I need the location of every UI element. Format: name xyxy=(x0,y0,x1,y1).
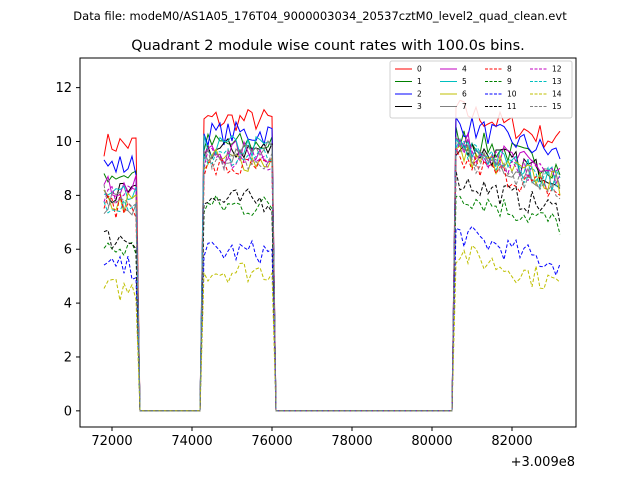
chart-title: Quadrant 2 module wise count rates with … xyxy=(131,38,525,54)
series-line-9 xyxy=(103,194,561,412)
data-file-label: Data file: modeM0/AS1A05_176T04_90000030… xyxy=(73,9,567,23)
y-tick-label: 6 xyxy=(64,243,72,258)
legend-label-12: 12 xyxy=(552,65,562,74)
series-line-15 xyxy=(103,147,561,412)
x-tick-label: 74000 xyxy=(171,434,212,449)
x-tick-label: 80000 xyxy=(411,434,452,449)
legend-label-13: 13 xyxy=(552,77,562,86)
series-line-3 xyxy=(103,137,561,412)
series-line-12 xyxy=(103,136,561,412)
legend-label-3: 3 xyxy=(417,102,422,111)
legend-label-7: 7 xyxy=(462,102,467,111)
legend-label-14: 14 xyxy=(552,90,562,99)
y-tick-label: 8 xyxy=(64,189,72,204)
series-layer xyxy=(103,99,561,412)
x-tick-label: 82000 xyxy=(491,434,532,449)
legend-label-8: 8 xyxy=(507,65,512,74)
legend-label-6: 6 xyxy=(462,90,467,99)
legend-label-0: 0 xyxy=(417,65,422,74)
legend-box xyxy=(389,60,573,119)
series-line-1 xyxy=(103,126,561,412)
legend-label-15: 15 xyxy=(552,102,562,111)
legend-label-1: 1 xyxy=(417,77,422,86)
y-tick-label: 10 xyxy=(55,135,72,150)
y-tick-label: 0 xyxy=(64,404,72,419)
series-line-5 xyxy=(103,135,561,412)
series-line-14 xyxy=(103,244,561,412)
y-tick-label: 4 xyxy=(64,297,72,312)
y-tick-label: 12 xyxy=(55,81,72,96)
x-tick-label: 78000 xyxy=(331,434,372,449)
series-line-7 xyxy=(103,136,561,412)
series-line-11 xyxy=(103,170,561,412)
x-tick-label: 76000 xyxy=(251,434,292,449)
legend-label-10: 10 xyxy=(507,90,517,99)
legend-label-5: 5 xyxy=(462,77,467,86)
x-tick-label: 72000 xyxy=(91,434,132,449)
plot-frame xyxy=(79,57,577,428)
series-line-0 xyxy=(103,99,561,412)
legend-label-4: 4 xyxy=(462,65,467,74)
y-tick-label: 2 xyxy=(64,350,72,365)
x-axis-offset-label: +3.009e8 xyxy=(511,455,575,470)
legend-label-11: 11 xyxy=(507,102,517,111)
legend-label-9: 9 xyxy=(507,77,512,86)
series-line-4 xyxy=(103,131,561,412)
series-line-10 xyxy=(103,225,561,412)
series-line-13 xyxy=(103,136,561,412)
series-line-2 xyxy=(103,115,561,412)
series-line-6 xyxy=(103,145,561,412)
legend-label-2: 2 xyxy=(417,90,422,99)
